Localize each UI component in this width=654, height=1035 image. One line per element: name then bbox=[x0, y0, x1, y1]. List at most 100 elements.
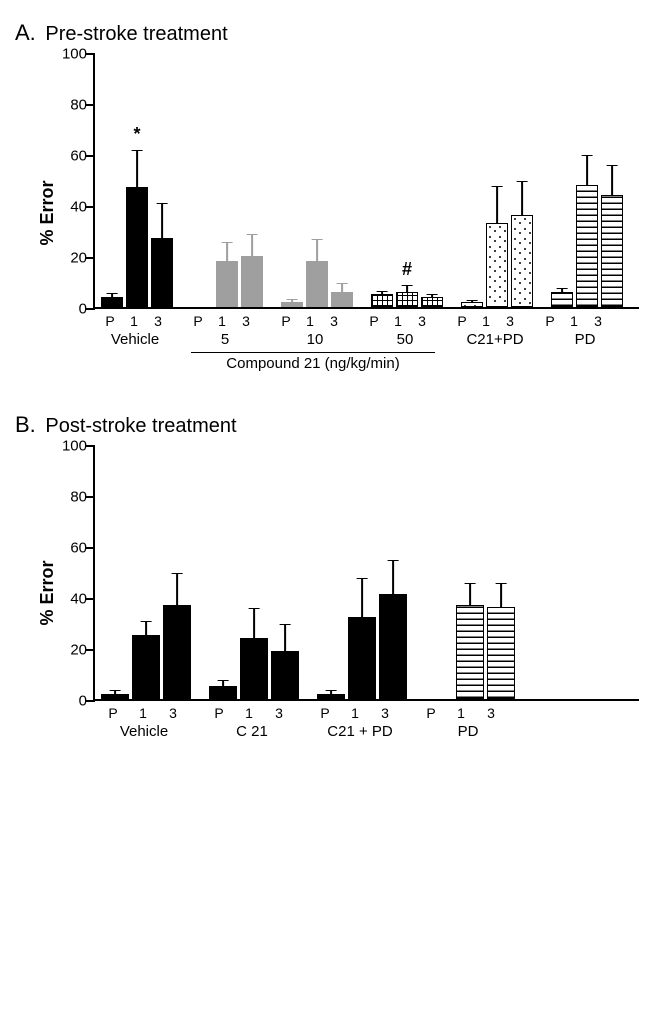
bar-wrap bbox=[456, 605, 484, 699]
ytick-label: 80 bbox=[57, 489, 87, 506]
bar-wrap bbox=[216, 261, 238, 307]
xtick-label: 1 bbox=[475, 313, 497, 329]
bar bbox=[551, 292, 573, 307]
bar bbox=[487, 607, 515, 699]
bars-a: *# bbox=[95, 54, 639, 307]
xtick-label: P bbox=[539, 313, 561, 329]
error-bar bbox=[291, 299, 293, 303]
error-bar bbox=[521, 181, 523, 217]
bar bbox=[271, 651, 299, 699]
ytick-label: 0 bbox=[57, 301, 87, 318]
plot-b: 020406080100 bbox=[93, 446, 639, 701]
ytick-label: 100 bbox=[57, 438, 87, 455]
group-label: Vehicle bbox=[99, 723, 189, 740]
error-bar bbox=[341, 283, 343, 293]
xtick-label: P bbox=[99, 705, 127, 721]
bar bbox=[209, 686, 237, 699]
bar-wrap bbox=[421, 297, 443, 307]
bar bbox=[306, 261, 328, 307]
xtick-label: P bbox=[205, 705, 233, 721]
bar bbox=[461, 302, 483, 307]
group-label: PD bbox=[423, 723, 513, 740]
error-bar bbox=[500, 583, 502, 609]
panel-a-letter: A. bbox=[15, 20, 36, 45]
ylabel-b: % Error bbox=[37, 560, 58, 625]
xtick-label: 1 bbox=[563, 313, 585, 329]
bar-group: * bbox=[101, 187, 173, 307]
ytick-label: 80 bbox=[57, 97, 87, 114]
error-bar bbox=[136, 150, 138, 188]
xtick-label: 3 bbox=[147, 313, 169, 329]
bar-wrap bbox=[271, 651, 299, 699]
bar-wrap bbox=[601, 195, 623, 307]
xtick-label: 3 bbox=[411, 313, 433, 329]
bar bbox=[486, 223, 508, 307]
bar bbox=[281, 302, 303, 307]
group-label: 5 bbox=[189, 331, 261, 348]
bar-wrap bbox=[241, 256, 263, 307]
bar bbox=[151, 238, 173, 307]
bar-group bbox=[191, 256, 263, 307]
bars-b bbox=[95, 446, 639, 699]
xtick-label: 3 bbox=[323, 313, 345, 329]
group-label: 50 bbox=[369, 331, 441, 348]
bar-wrap bbox=[101, 297, 123, 307]
error-bar bbox=[251, 234, 253, 257]
xlabels-a: P13P13P13P13P13P13 bbox=[93, 313, 639, 329]
bar-wrap bbox=[101, 694, 129, 699]
bar bbox=[101, 694, 129, 699]
xtick-label: 1 bbox=[341, 705, 369, 721]
error-bar bbox=[392, 560, 394, 596]
panel-b-title: B. Post-stroke treatment bbox=[15, 412, 639, 438]
ytick-label: 60 bbox=[57, 540, 87, 557]
xtick-label: P bbox=[451, 313, 473, 329]
bar-wrap bbox=[486, 223, 508, 307]
bar bbox=[576, 185, 598, 307]
bracket-a bbox=[191, 352, 435, 353]
bar bbox=[101, 297, 123, 307]
xtick-label: 3 bbox=[499, 313, 521, 329]
bar bbox=[421, 297, 443, 307]
bar-wrap bbox=[281, 302, 303, 307]
bar bbox=[216, 261, 238, 307]
group-label: PD bbox=[549, 331, 621, 348]
error-bar bbox=[496, 186, 498, 224]
xtick-label: P bbox=[275, 313, 297, 329]
bar-wrap bbox=[209, 686, 237, 699]
bar bbox=[601, 195, 623, 307]
grouplabels-a: Vehicle51050C21+PDPD bbox=[93, 331, 639, 348]
bar bbox=[126, 187, 148, 307]
bar bbox=[163, 605, 191, 699]
bar-group bbox=[425, 605, 515, 699]
bar bbox=[348, 617, 376, 699]
sig-marker: * bbox=[133, 124, 140, 145]
bar-group bbox=[101, 605, 191, 699]
error-bar bbox=[226, 242, 228, 262]
panel-a-title-text: Pre-stroke treatment bbox=[45, 23, 227, 45]
xlabels-b: P13P13P13P13 bbox=[93, 705, 639, 721]
group-label: C21+PD bbox=[459, 331, 531, 348]
error-bar bbox=[431, 294, 433, 298]
bar-group bbox=[461, 215, 533, 307]
error-bar bbox=[361, 578, 363, 619]
ytick-label: 40 bbox=[57, 199, 87, 216]
bar-wrap bbox=[306, 261, 328, 307]
bracket-label-a: Compound 21 (ng/kg/min) bbox=[191, 355, 435, 372]
bar-wrap bbox=[511, 215, 533, 307]
ylabel-a: % Error bbox=[37, 180, 58, 245]
xtick-label: 3 bbox=[587, 313, 609, 329]
error-bar bbox=[111, 293, 113, 298]
bar-wrap bbox=[487, 607, 515, 699]
bar-wrap bbox=[551, 292, 573, 307]
grouplabels-b: VehicleC 21C21 + PDPD bbox=[93, 723, 639, 740]
bar bbox=[396, 292, 418, 307]
bar bbox=[241, 256, 263, 307]
error-bar bbox=[406, 285, 408, 293]
panel-b-letter: B. bbox=[15, 412, 36, 437]
bar bbox=[240, 638, 268, 699]
bracket-row-a: Compound 21 (ng/kg/min) bbox=[93, 352, 639, 372]
error-bar bbox=[381, 291, 383, 295]
xtick-label: P bbox=[363, 313, 385, 329]
error-bar bbox=[469, 583, 471, 606]
panel-a: A. Pre-stroke treatment % Error *# 02040… bbox=[15, 20, 639, 372]
